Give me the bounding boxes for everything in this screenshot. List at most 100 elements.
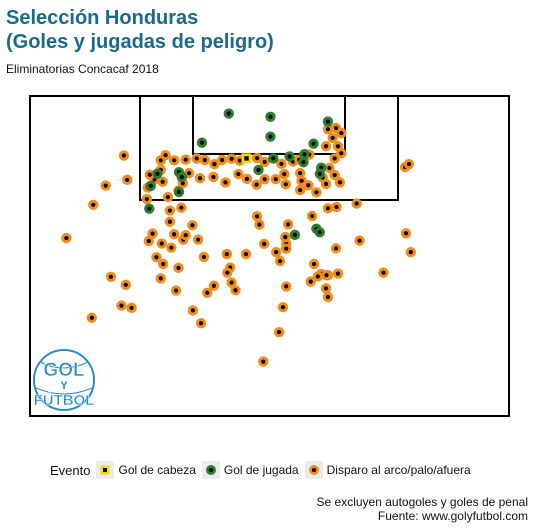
open-play-goal-point-center [226,111,231,116]
shot-point-center [327,165,332,171]
shot-point-center [64,235,69,241]
logo-text-bottom: FÚTBOL [34,391,95,409]
shot-point [241,173,253,185]
shot-point [144,169,155,180]
shot-point [164,205,176,216]
shot-point-center [280,305,286,310]
header-goal-point-center [244,156,249,161]
shot-point-center [158,276,163,281]
open-play-goal-point-center [199,140,205,145]
pitch-lines [29,95,510,417]
shot-point [332,268,344,279]
chart-caption: Se excluyen autogoles y goles de penal F… [317,495,528,523]
shot-point [141,193,153,205]
shot-point-center [205,290,210,295]
shot-point [320,178,332,190]
chart-points [61,108,417,367]
shot-point-center [274,250,279,255]
legend-item-shot: Disparo al arco/palo/afuera [304,461,471,479]
shot-point [194,173,206,184]
shot-point-center [165,195,171,200]
shot-point-center [262,177,267,182]
open-play-goal-point [196,137,208,148]
shot-point [195,318,207,329]
legend-label-open-play-goal: Gol de jugada [223,463,299,477]
legend-key-header-goal [96,461,115,479]
shot-point [259,156,270,168]
shot-point [308,258,320,270]
legend-label-shot: Disparo al arco/palo/afuera [326,463,471,477]
shot-point [336,127,347,139]
shot-point [86,312,97,323]
shot-point-center [254,214,260,219]
shot-point [173,262,184,274]
legend-key-open-play-goal [201,461,220,479]
shot-point [226,153,237,164]
open-play-goal-point [314,227,325,238]
shot-point [168,155,180,166]
shot-point-center [286,222,291,227]
shot-point [254,219,265,230]
shot-point-center [262,159,267,165]
shot-point-center [357,238,362,243]
shot-point [311,187,322,198]
shot-point [251,152,263,164]
open-play-goal-point-center [325,119,331,124]
open-play-goal-point [265,111,276,123]
shot-point-center [308,279,313,284]
shot-point [329,153,340,164]
shot-point [151,252,162,263]
shot-point [327,132,338,144]
open-play-goal-point-center [271,156,276,161]
shot-point-center [229,156,234,161]
shot-point [155,273,166,284]
open-play-goal-point-center [302,152,307,157]
shot-point [170,285,182,296]
shot-point [180,154,191,165]
open-play-goal-point-center [287,154,292,159]
shot-point [405,246,417,258]
shot-point-center [103,183,108,188]
shot-point [294,167,306,179]
shot-point-center [169,245,174,250]
shot-point-center [211,283,217,288]
shot-point [61,232,72,244]
shot-point-center [190,223,195,228]
shot-point-center [408,250,413,255]
shot-point [312,271,324,282]
field-boundary [29,95,510,417]
shot-point [216,154,228,166]
shot-point [116,300,127,311]
chart-title: Selección Honduras (Goles y jugadas de p… [6,6,274,54]
shot-point [164,216,176,227]
shot-point [187,305,199,316]
shot-point [233,168,244,180]
open-play-goal-point-center [148,183,153,189]
shot-point-center [219,157,225,163]
legend-key-shot [304,461,323,479]
shot-point-center [196,237,201,242]
shot-point [176,202,187,213]
shot-point [230,285,241,296]
open-play-goal-point-center [268,134,273,139]
open-play-goal-point [314,168,325,179]
open-play-goal-point [308,138,319,149]
shot-point [322,203,334,214]
shot-point [280,179,291,190]
shot-point [330,243,342,254]
shot-point [259,238,270,250]
shot-point-center [323,286,329,291]
shot-point [400,228,412,239]
open-play-goal-point [284,151,295,162]
shot-point-center [339,131,344,136]
shot-point [258,356,269,367]
shot-point [122,174,133,186]
open-play-goal-point [322,116,334,127]
open-play-goal-point-center [155,171,160,176]
shot-point [331,201,342,213]
shot-point-center [233,288,238,293]
shot-point [334,177,346,188]
chart-subtitle: Eliminatorias Concacaf 2018 [6,62,159,76]
shot-point-center [194,156,199,161]
shot-point [120,279,131,290]
